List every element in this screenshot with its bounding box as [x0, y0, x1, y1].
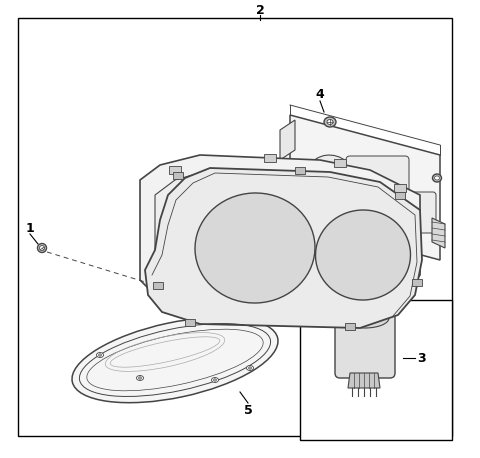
Bar	[173, 172, 183, 179]
Bar	[185, 319, 195, 326]
Ellipse shape	[185, 185, 295, 290]
Ellipse shape	[371, 247, 409, 283]
Polygon shape	[145, 168, 422, 328]
Bar	[394, 184, 406, 192]
Ellipse shape	[72, 317, 278, 403]
Polygon shape	[290, 115, 440, 260]
Polygon shape	[155, 170, 405, 305]
Text: 3: 3	[418, 351, 426, 365]
Bar	[412, 279, 422, 286]
Bar	[354, 304, 366, 312]
Bar	[153, 282, 163, 289]
Bar	[214, 298, 226, 306]
Ellipse shape	[139, 377, 142, 379]
Ellipse shape	[315, 210, 410, 300]
Ellipse shape	[212, 377, 218, 382]
Text: 5: 5	[244, 403, 252, 416]
Bar	[334, 159, 346, 167]
Ellipse shape	[236, 234, 244, 242]
Ellipse shape	[214, 379, 216, 381]
Bar	[404, 276, 416, 284]
Bar	[395, 192, 405, 199]
Ellipse shape	[434, 176, 440, 180]
Bar	[345, 323, 355, 330]
FancyBboxPatch shape	[335, 313, 395, 378]
Ellipse shape	[297, 206, 387, 290]
Text: 1: 1	[25, 222, 35, 234]
Ellipse shape	[195, 193, 315, 303]
Text: 6: 6	[189, 162, 197, 174]
Ellipse shape	[96, 353, 104, 358]
Bar	[264, 154, 276, 162]
Bar	[159, 281, 171, 289]
Ellipse shape	[327, 120, 333, 125]
Ellipse shape	[136, 376, 144, 381]
Ellipse shape	[341, 308, 389, 328]
Ellipse shape	[302, 155, 358, 215]
Bar	[300, 300, 452, 440]
Ellipse shape	[247, 365, 253, 371]
FancyBboxPatch shape	[346, 156, 409, 209]
Bar	[295, 167, 305, 174]
Bar	[169, 166, 181, 174]
Polygon shape	[432, 218, 445, 248]
Text: 7: 7	[396, 156, 404, 169]
Text: 4: 4	[316, 88, 324, 102]
Ellipse shape	[98, 354, 101, 356]
Polygon shape	[348, 373, 380, 388]
Ellipse shape	[37, 244, 47, 252]
Text: 2: 2	[256, 4, 264, 16]
Polygon shape	[140, 155, 420, 315]
Ellipse shape	[324, 117, 336, 127]
Ellipse shape	[249, 367, 252, 369]
Ellipse shape	[432, 174, 442, 182]
Polygon shape	[280, 120, 295, 160]
FancyBboxPatch shape	[402, 192, 436, 233]
Ellipse shape	[39, 245, 45, 251]
Ellipse shape	[338, 245, 346, 251]
